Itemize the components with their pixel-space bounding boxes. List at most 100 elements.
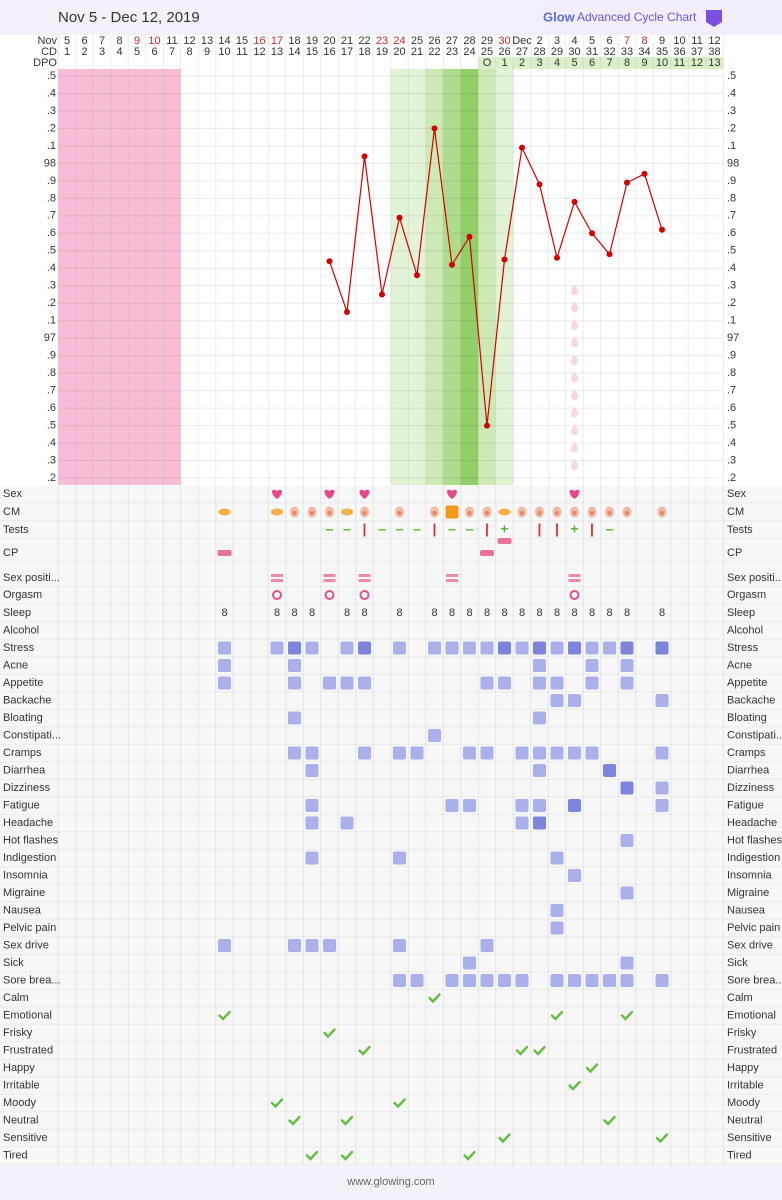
symptom-mark (655, 799, 669, 812)
dpo-bg (618, 57, 636, 69)
logo-badge (706, 10, 722, 27)
row-label: Bloating (3, 712, 43, 724)
y-tick-label-right: .9 (727, 175, 736, 187)
temperature-point (466, 233, 473, 240)
sleep-hours: 8 (466, 607, 472, 619)
date-label: 25 (411, 35, 423, 47)
sleep-hours: 8 (484, 607, 490, 619)
temperature-point (379, 291, 385, 298)
dpo-value: 6 (589, 57, 595, 69)
symptom-mark (218, 659, 231, 672)
dpo-value: 4 (554, 57, 560, 69)
y-tick-label-right: .8 (727, 192, 736, 204)
sleep-hours: 8 (221, 607, 227, 619)
position-icon-part (358, 579, 371, 582)
y-tick-label: .2 (47, 472, 56, 484)
row-label-right: Moody (727, 1097, 761, 1109)
cm-icon-inner (362, 511, 367, 515)
y-tick-label: 97 (44, 332, 56, 344)
cm-icon (341, 508, 353, 516)
sleep-hours: 8 (291, 607, 297, 619)
y-tick-label-right: .2 (727, 472, 736, 484)
symptom-mark (585, 974, 599, 987)
dpo-value: 5 (571, 57, 577, 69)
sleep-hours: 8 (554, 607, 560, 619)
row-label-right: Orgasm (727, 589, 766, 601)
orgasm-ring (569, 590, 580, 600)
test-result: – (466, 521, 474, 537)
symptom-mark (620, 676, 634, 690)
row-label-right: Insomnia (727, 869, 773, 881)
dpo-value: 9 (641, 57, 647, 69)
logo-brand: Glow (543, 9, 576, 24)
symptom-mark (655, 694, 669, 707)
cd-value: 33 (621, 46, 633, 58)
orgasm-ring (272, 590, 282, 600)
y-tick-label-right: .6 (727, 402, 736, 414)
row-label-right: CM (727, 506, 744, 518)
y-tick-label-right: .3 (727, 280, 736, 292)
y-tick-label: .1 (47, 315, 56, 327)
footer-url: www.glowing.com (346, 1176, 434, 1188)
cd-value: 35 (656, 46, 668, 58)
symptom-mark (305, 939, 319, 952)
cd-value: 3 (99, 46, 105, 58)
sleep-hours: 8 (449, 607, 455, 619)
test-result: – (448, 521, 456, 537)
row-label: Backache (3, 694, 51, 706)
symptom-mark (533, 764, 546, 777)
symptom-mark (533, 641, 546, 655)
test-result: | (485, 521, 489, 537)
dpo-bg (548, 57, 566, 69)
sex-heart (324, 489, 335, 499)
row-label: Sleep (3, 607, 31, 619)
symptom-mark (620, 956, 634, 970)
date-label: 9 (134, 35, 140, 47)
cd-value: 38 (708, 46, 720, 58)
symptom-mark (463, 956, 476, 970)
rows-bg (0, 486, 782, 1165)
cm-icon-inner (292, 511, 297, 515)
period-band (93, 69, 111, 485)
symptom-mark (358, 676, 371, 690)
dpo-value: 1 (501, 57, 507, 69)
mood-check (323, 1028, 336, 1039)
symptom-mark (480, 939, 494, 952)
symptom-mark (533, 676, 546, 690)
cd-value: 22 (428, 46, 440, 58)
symptom-mark (533, 659, 546, 672)
row-label-right: Acne (727, 659, 752, 671)
symptom-mark (515, 816, 529, 830)
test-result: | (363, 521, 367, 537)
sleep-hours: 8 (361, 607, 367, 619)
dpo-value: 11 (674, 57, 685, 69)
temperature-line (328, 128, 663, 426)
date-label: 7 (99, 35, 105, 47)
row-label-right: Constipati... (727, 729, 782, 741)
sleep-hours: 8 (501, 607, 507, 619)
test-result: | (433, 521, 437, 537)
temperature-point (589, 230, 595, 237)
mood-check (340, 1150, 354, 1161)
cm-icon-inner (555, 511, 559, 515)
spotting-drop (571, 301, 578, 313)
cd-value: 28 (533, 46, 545, 58)
y-tick-label-right: .3 (727, 454, 736, 466)
date-label: 9 (659, 35, 665, 47)
orgasm-ring (359, 590, 370, 600)
row-label-right: Sex (727, 488, 746, 500)
dpo-bg (653, 57, 671, 69)
symptom-mark (428, 641, 441, 655)
mood-check (340, 1115, 354, 1126)
symptom-mark (463, 746, 476, 760)
symptom-mark (620, 781, 634, 795)
temperature-point (344, 308, 350, 315)
cd-value: 16 (323, 46, 335, 58)
test-result: – (343, 521, 351, 537)
dpo-bg (478, 57, 496, 69)
symptom-mark (533, 711, 546, 725)
cd-value: 7 (169, 46, 175, 58)
row-label-right: Neutral (727, 1114, 762, 1126)
sleep-hours: 8 (344, 607, 350, 619)
